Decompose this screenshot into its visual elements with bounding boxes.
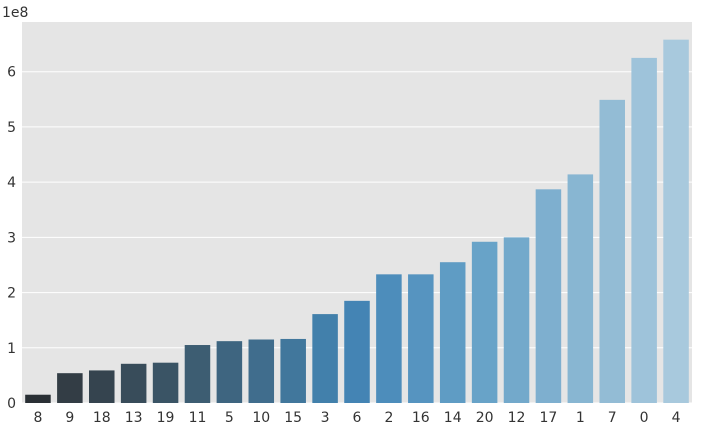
- x-tick-label: 11: [189, 410, 207, 426]
- bars: [25, 39, 689, 404]
- bar-18: [89, 370, 115, 403]
- bar-7: [599, 99, 625, 404]
- bar-1: [567, 174, 594, 403]
- x-tick-label: 12: [508, 410, 526, 426]
- y-axis-tick-labels: 0 1 2 3 4 5 6: [7, 65, 16, 412]
- bar-14: [439, 262, 466, 403]
- x-tick-label: 20: [476, 410, 494, 426]
- x-tick-label: 19: [157, 410, 175, 426]
- bar-11: [184, 345, 211, 403]
- bar-9: [57, 373, 83, 403]
- x-tick-label: 18: [93, 410, 111, 426]
- x-tick-label: 17: [540, 410, 558, 426]
- y-tick-label: 6: [7, 65, 16, 81]
- bar-5: [216, 341, 243, 403]
- y-axis-multiplier-label: 1e8: [2, 5, 28, 21]
- bar-15: [280, 338, 306, 403]
- y-tick-label: 2: [7, 286, 16, 302]
- x-tick-label: 14: [444, 410, 462, 426]
- x-tick-label: 3: [321, 410, 330, 426]
- x-tick-label: 16: [412, 410, 430, 426]
- x-tick-label: 4: [672, 410, 681, 426]
- x-axis-tick-labels: 8 9 18 13 19 11 5 10 15 3 6 2 16 14 20 12 17 1 7 0 4: [33, 410, 680, 426]
- x-tick-label: 6: [353, 410, 362, 426]
- x-tick-label: 13: [125, 410, 143, 426]
- x-tick-label: 5: [225, 410, 234, 426]
- bar-13: [120, 363, 147, 403]
- x-tick-label: 10: [252, 410, 270, 426]
- x-tick-label: 2: [384, 410, 393, 426]
- bar-8: [25, 394, 51, 403]
- bar-4: [663, 39, 689, 404]
- x-tick-label: 1: [576, 410, 585, 426]
- y-tick-label: 4: [7, 175, 16, 191]
- bar-0: [631, 57, 657, 403]
- x-tick-label: 15: [284, 410, 302, 426]
- bar-20: [471, 241, 498, 403]
- y-tick-label: 3: [7, 230, 16, 246]
- bar-17: [535, 189, 562, 403]
- bar-16: [408, 274, 434, 403]
- bar-19: [152, 362, 179, 403]
- x-tick-label: 9: [65, 410, 74, 426]
- x-tick-label: 0: [640, 410, 649, 426]
- bar-2: [376, 274, 402, 403]
- y-tick-label: 5: [7, 120, 16, 136]
- bar-12: [503, 237, 530, 403]
- x-tick-label: 7: [608, 410, 617, 426]
- bar-10: [248, 339, 275, 403]
- y-tick-label: 0: [7, 396, 16, 412]
- bar-3: [312, 314, 338, 403]
- bar-6: [344, 300, 370, 403]
- y-tick-label: 1: [7, 341, 16, 357]
- x-tick-label: 8: [33, 410, 42, 426]
